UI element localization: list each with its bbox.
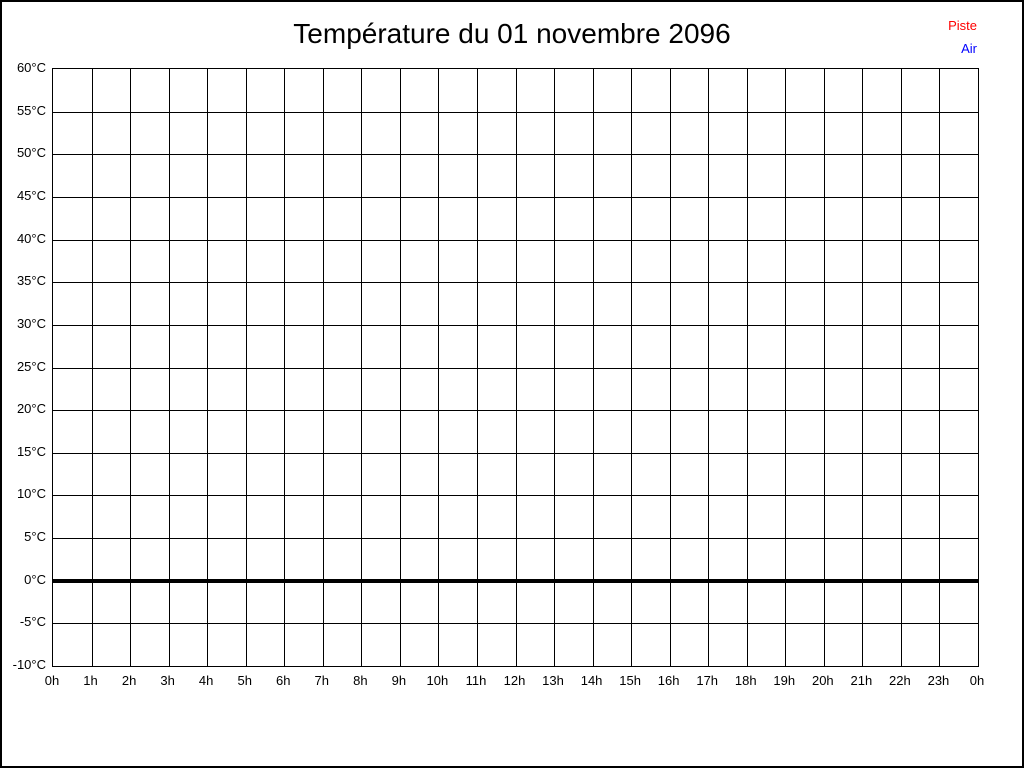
grid	[53, 69, 978, 666]
x-tick-label: 10h	[426, 673, 449, 688]
x-tick-label: 13h	[542, 673, 564, 688]
y-tick-label: 30°C	[16, 315, 46, 331]
x-tick-label: 18h	[734, 673, 757, 688]
x-tick-label: 21h	[850, 673, 873, 688]
y-tick-label: 0°C	[24, 571, 46, 587]
y-tick-label: 40°C	[16, 230, 46, 246]
x-tick-label: 6h	[276, 673, 291, 688]
x-tick-label: 11h	[465, 673, 487, 688]
y-tick-label: 25°C	[16, 358, 46, 374]
x-tick-label: 7h	[314, 673, 330, 688]
x-tick-label: 3h	[160, 673, 175, 688]
x-tick-label: 22h	[889, 673, 911, 688]
legend: Piste Air	[948, 14, 977, 60]
y-tick-label: 20°C	[16, 401, 46, 417]
x-tick-label: 12h	[503, 673, 526, 688]
x-tick-label: 0h	[969, 673, 985, 688]
y-tick-label: 10°C	[16, 486, 46, 502]
x-tick-label: 23h	[927, 673, 950, 688]
x-tick-label: 19h	[773, 673, 796, 688]
y-tick-label: 15°C	[16, 443, 46, 459]
x-tick-label: 2h	[121, 673, 137, 688]
y-tick-label: 5°C	[24, 529, 46, 545]
y-tick-label: -10°C	[12, 657, 46, 672]
legend-item-air: Air	[961, 41, 977, 56]
y-tick-label: 55°C	[16, 102, 46, 118]
x-tick-label: 4h	[198, 673, 214, 688]
x-tick-label: 14h	[580, 673, 603, 688]
legend-item-piste: Piste	[948, 18, 977, 33]
x-tick-label: 1h	[83, 673, 98, 688]
x-tick-label: 5h	[237, 673, 252, 688]
x-tick-label: 0h	[44, 673, 60, 688]
x-tick-label: 8h	[353, 673, 368, 688]
x-tick-label: 17h	[696, 673, 719, 688]
y-tick-label: 35°C	[16, 273, 46, 289]
y-tick-label: 50°C	[16, 145, 46, 161]
x-tick-label: 20h	[811, 673, 834, 688]
x-tick-label: 16h	[657, 673, 680, 688]
y-tick-label: 45°C	[16, 187, 46, 203]
y-tick-label: 60°C	[16, 60, 46, 75]
chart-title: Température du 01 novembre 2096	[293, 18, 731, 49]
x-tick-label: 15h	[619, 673, 641, 688]
plot-area	[52, 68, 979, 667]
x-tick-label: 9h	[391, 673, 407, 688]
y-tick-label: -5°C	[19, 614, 46, 630]
